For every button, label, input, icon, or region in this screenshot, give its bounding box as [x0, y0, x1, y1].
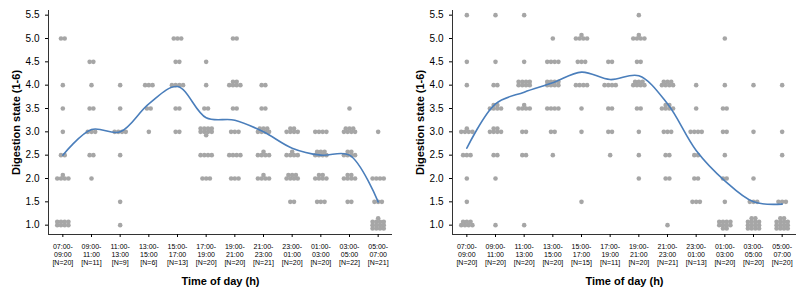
svg-text:1.5: 1.5 — [26, 196, 40, 207]
svg-text:5.5: 5.5 — [26, 9, 40, 20]
svg-text:4.5: 4.5 — [430, 56, 444, 67]
svg-text:03:00-05:00[N=20]: 03:00-05:00[N=20] — [743, 243, 764, 267]
svg-text:05:00-07:00[N=20]: 05:00-07:00[N=20] — [772, 243, 793, 267]
svg-text:17:00-19:00[N=20]: 17:00-19:00[N=20] — [196, 243, 217, 267]
svg-text:07:00-09:00[N=20]: 07:00-09:00[N=20] — [456, 243, 477, 267]
svg-text:5.0: 5.0 — [430, 33, 444, 44]
svg-text:05:00-07:00[N=21]: 05:00-07:00[N=21] — [368, 243, 389, 267]
svg-text:15:00-17:00[N=13]: 15:00-17:00[N=13] — [167, 243, 188, 267]
svg-text:Digestion state (1-6): Digestion state (1-6) — [10, 70, 22, 175]
svg-text:13:00-15:00[N=20]: 13:00-15:00[N=20] — [542, 243, 563, 267]
svg-text:19:00-21:00[N=20]: 19:00-21:00[N=20] — [628, 243, 649, 267]
svg-text:4.0: 4.0 — [26, 79, 40, 90]
svg-text:2.0: 2.0 — [26, 173, 40, 184]
svg-text:15:00-17:00[N=15]: 15:00-17:00[N=15] — [571, 243, 592, 267]
svg-text:1.0: 1.0 — [430, 219, 444, 230]
svg-text:Time of day (h): Time of day (h) — [585, 275, 663, 287]
svg-text:3.0: 3.0 — [430, 126, 444, 137]
svg-text:01:00-03:00[N=20]: 01:00-03:00[N=20] — [714, 243, 735, 267]
svg-text:Time of day (h): Time of day (h) — [181, 275, 259, 287]
svg-text:19:00-21:00[N=20]: 19:00-21:00[N=20] — [224, 243, 245, 267]
svg-text:3.5: 3.5 — [430, 103, 444, 114]
svg-text:17:00-19:00[N=11]: 17:00-19:00[N=11] — [600, 243, 621, 267]
svg-text:03:00-05:00[N=22]: 03:00-05:00[N=22] — [339, 243, 360, 267]
svg-text:2.0: 2.0 — [430, 173, 444, 184]
svg-text:2.5: 2.5 — [26, 149, 40, 160]
svg-text:1.0: 1.0 — [26, 219, 40, 230]
svg-text:11:00-13:00[N=9]: 11:00-13:00[N=9] — [110, 243, 130, 267]
svg-text:11:00-13:00[N=20]: 11:00-13:00[N=20] — [514, 243, 535, 267]
svg-text:2.5: 2.5 — [430, 149, 444, 160]
svg-text:09:00-11:00[N=20]: 09:00-11:00[N=20] — [485, 243, 506, 267]
svg-text:07:00-09:00[N=20]: 07:00-09:00[N=20] — [52, 243, 73, 267]
svg-text:Digestion state (1-6): Digestion state (1-6) — [414, 70, 426, 175]
svg-text:5.0: 5.0 — [26, 33, 40, 44]
svg-text:5.5: 5.5 — [430, 9, 444, 20]
svg-text:23:00-01:00[N=13]: 23:00-01:00[N=13] — [686, 243, 707, 267]
svg-text:01:00-03:00[N=20]: 01:00-03:00[N=20] — [310, 243, 331, 267]
svg-text:4.5: 4.5 — [26, 56, 40, 67]
svg-text:1.5: 1.5 — [430, 196, 444, 207]
svg-text:23:00-01:00[N=20]: 23:00-01:00[N=20] — [282, 243, 303, 267]
svg-text:3.0: 3.0 — [26, 126, 40, 137]
svg-text:4.0: 4.0 — [430, 79, 444, 90]
svg-text:09:00-11:00[N=11]: 09:00-11:00[N=11] — [81, 243, 102, 267]
svg-text:3.5: 3.5 — [26, 103, 40, 114]
svg-text:21:00-23:00[N=21]: 21:00-23:00[N=21] — [253, 243, 274, 267]
svg-text:13:00-15:00[N=6]: 13:00-15:00[N=6] — [139, 243, 160, 267]
svg-text:21:00-23:00[N=21]: 21:00-23:00[N=21] — [657, 243, 678, 267]
